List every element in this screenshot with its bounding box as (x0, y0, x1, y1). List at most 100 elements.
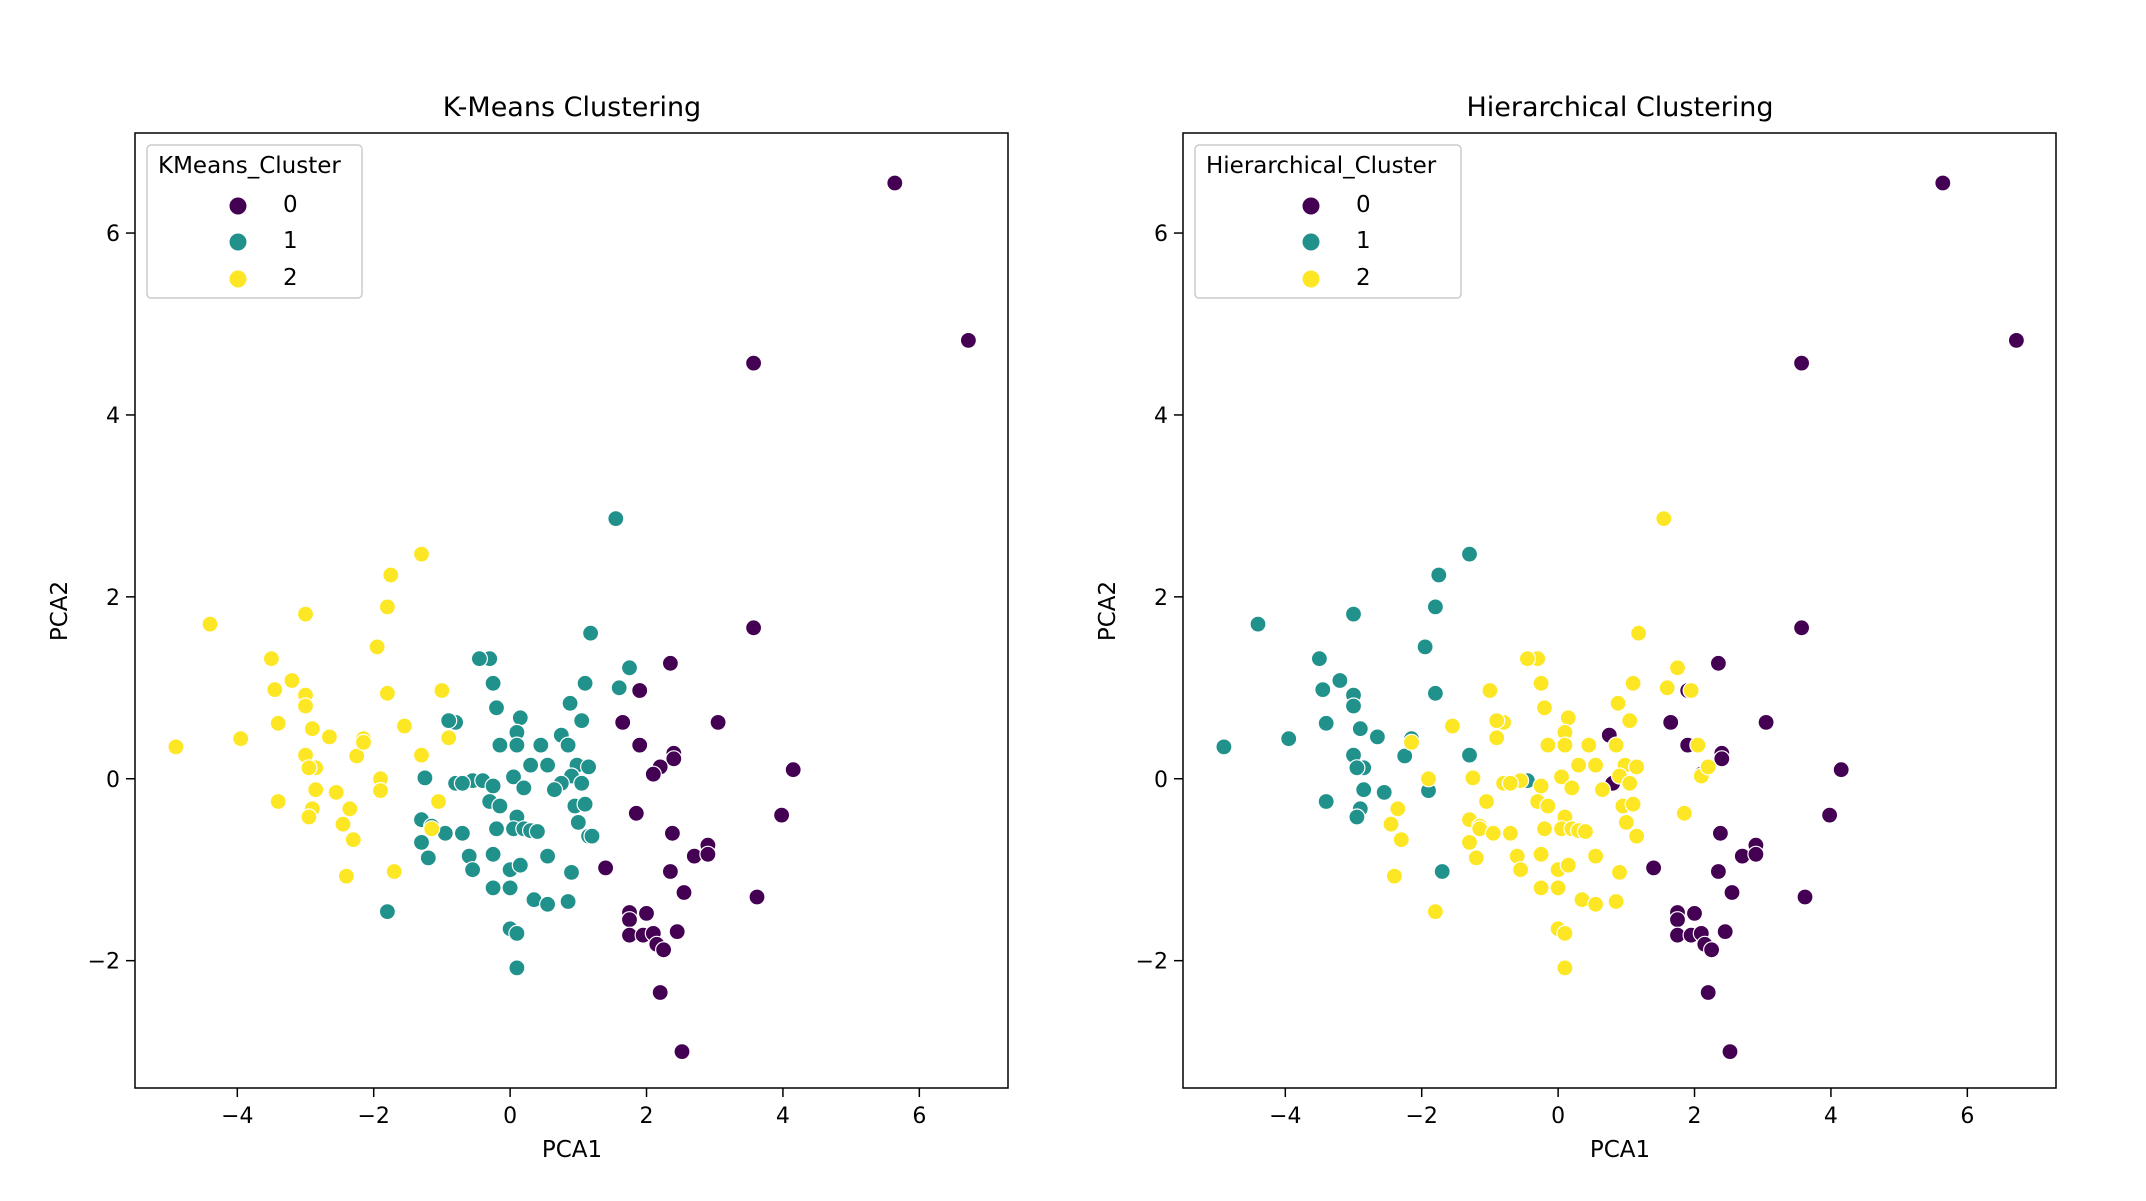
hierarchical-point-cluster-2-29 (1559, 709, 1577, 727)
kmeans-point-cluster-0-10 (709, 713, 727, 732)
hierarchical-point-cluster-1-17 (1215, 738, 1233, 756)
hierarchical-point-cluster-2-39 (1443, 717, 1462, 735)
kmeans-legend-marker-1 (229, 233, 247, 251)
kmeans-point-cluster-2-39 (385, 862, 403, 881)
hierarchical-point-cluster-2-81 (1392, 831, 1410, 849)
hierarchical-point-cluster-0-13 (1832, 761, 1850, 779)
hierarchical-point-cluster-2-67 (1559, 856, 1577, 874)
kmeans-point-cluster-2-8 (266, 680, 284, 699)
hierarchical-point-cluster-0-0 (1934, 174, 1952, 192)
kmeans-point-cluster-1-40 (504, 768, 523, 786)
hierarchical-point-cluster-2-31 (1556, 736, 1574, 754)
kmeans-point-cluster-2-20 (167, 738, 185, 756)
kmeans-point-cluster-2-0 (412, 545, 431, 563)
hierarchical-legend-box (1194, 144, 1462, 299)
hierarchical-point-cluster-1-11 (1426, 684, 1445, 702)
kmeans-point-cluster-2-40 (337, 867, 355, 885)
hierarchical-point-cluster-2-27 (1532, 674, 1550, 692)
kmeans-point-cluster-1-41 (515, 779, 533, 797)
hierarchical-point-cluster-2-42 (1501, 774, 1520, 792)
hierarchical-y-tick-label: 0 (1154, 768, 1168, 793)
hierarchical-point-cluster-0-4 (1709, 654, 1728, 672)
hierarchical-x-tick-label: −2 (1405, 1104, 1437, 1129)
hierarchical-point-cluster-0-25 (1668, 911, 1687, 929)
kmeans-y-axis-label: PCA2 (47, 581, 73, 641)
kmeans-point-cluster-1-29 (508, 736, 526, 754)
kmeans-point-cluster-1-31 (532, 736, 550, 754)
hierarchical-point-cluster-1-7 (1331, 671, 1349, 690)
kmeans-legend-label-2: 2 (283, 265, 298, 291)
hierarchical-point-cluster-2-18 (1627, 827, 1646, 845)
hierarchical-y-tick-label: 6 (1154, 222, 1168, 247)
hierarchical-point-cluster-0-7 (1713, 750, 1731, 768)
hierarchical-point-cluster-0-19 (1747, 845, 1765, 863)
hierarchical-point-cluster-0-2 (1792, 354, 1811, 372)
hierarchical-point-cluster-1-24 (1317, 792, 1335, 811)
hierarchical-point-cluster-1-20 (1348, 759, 1366, 777)
kmeans-x-tick-label: 6 (912, 1104, 926, 1129)
kmeans-point-cluster-0-33 (651, 983, 669, 1002)
kmeans-point-cluster-1-10 (579, 758, 598, 776)
kmeans-point-cluster-2-4 (296, 605, 315, 623)
hierarchical-point-cluster-1-6 (1310, 650, 1329, 668)
kmeans-point-cluster-0-21 (661, 862, 680, 881)
hierarchical-point-cluster-2-3 (1658, 679, 1676, 697)
hierarchical-point-cluster-0-21 (1709, 862, 1728, 881)
kmeans-x-axis-label: PCA1 (542, 1137, 602, 1163)
kmeans-point-cluster-1-17 (576, 795, 594, 813)
hierarchical-point-cluster-0-34 (1721, 1042, 1739, 1061)
kmeans-point-cluster-0-22 (675, 883, 693, 902)
kmeans-point-cluster-2-17 (320, 728, 338, 746)
hierarchical-point-cluster-2-14 (1621, 774, 1639, 792)
kmeans-point-cluster-1-25 (484, 674, 502, 692)
kmeans-point-cluster-1-60 (484, 845, 502, 863)
hierarchical-point-cluster-2-19 (1610, 863, 1629, 882)
hierarchical-point-cluster-2-10 (1627, 758, 1646, 776)
hierarchical-point-cluster-2-64 (1511, 861, 1530, 879)
kmeans-point-cluster-1-21 (562, 863, 581, 882)
hierarchical-point-cluster-0-22 (1723, 883, 1741, 902)
hierarchical-point-cluster-2-33 (1580, 736, 1598, 754)
kmeans-point-cluster-0-12 (631, 736, 649, 754)
kmeans-point-cluster-1-52 (416, 769, 434, 787)
kmeans-point-cluster-1-22 (538, 847, 557, 865)
hierarchical-point-cluster-1-27 (1348, 808, 1366, 826)
hierarchical-legend-label-1: 1 (1356, 228, 1371, 254)
hierarchical-x-tick-label: 2 (1688, 1104, 1702, 1129)
kmeans-point-cluster-2-38 (344, 831, 362, 849)
hierarchical-point-cluster-2-74 (1556, 924, 1574, 943)
kmeans-point-cluster-0-9 (644, 765, 662, 783)
kmeans-point-cluster-2-13 (440, 729, 458, 747)
kmeans-legend-marker-0 (229, 197, 247, 215)
kmeans-point-cluster-1-13 (545, 781, 564, 799)
hierarchical-point-cluster-2-59 (1477, 792, 1496, 811)
kmeans-point-cluster-1-24 (470, 650, 488, 668)
hierarchical-point-cluster-2-20 (1586, 847, 1605, 865)
kmeans-point-cluster-1-32 (521, 756, 540, 774)
hierarchical-point-cluster-2-43 (1532, 777, 1550, 795)
kmeans-legend: KMeans_Cluster 0 1 2 (146, 144, 363, 299)
hierarchical-point-cluster-2-76 (1426, 902, 1445, 921)
hierarchical-point-cluster-0-32 (1702, 941, 1721, 959)
hierarchical-point-cluster-2-82 (1385, 867, 1404, 885)
kmeans-point-cluster-1-34 (440, 711, 458, 730)
hierarchical-legend: Hierarchical_Cluster 0 1 2 (1194, 144, 1462, 299)
kmeans-point-cluster-0-7 (665, 750, 683, 768)
hierarchical-point-cluster-2-69 (1532, 879, 1550, 897)
kmeans-point-cluster-1-0 (607, 509, 625, 528)
kmeans-point-cluster-2-15 (269, 714, 287, 732)
kmeans-point-cluster-2-23 (300, 759, 318, 777)
hierarchical-point-cluster-0-16 (1711, 824, 1730, 842)
hierarchical-x-tick-label: 0 (1551, 1104, 1565, 1129)
kmeans-point-cluster-1-14 (538, 756, 557, 774)
kmeans-point-cluster-1-64 (484, 879, 502, 897)
hierarchical-point-cluster-2-21 (1689, 736, 1707, 754)
kmeans-legend-marker-2 (229, 270, 247, 288)
kmeans-legend-title: KMeans_Cluster (158, 153, 341, 179)
kmeans-point-cluster-1-63 (501, 879, 519, 897)
kmeans-point-cluster-2-36 (334, 815, 352, 833)
kmeans-point-cluster-2-1 (382, 566, 400, 584)
kmeans-legend-box (146, 144, 363, 299)
kmeans-point-cluster-1-8 (559, 736, 577, 754)
hierarchical-point-cluster-2-71 (1586, 895, 1605, 913)
